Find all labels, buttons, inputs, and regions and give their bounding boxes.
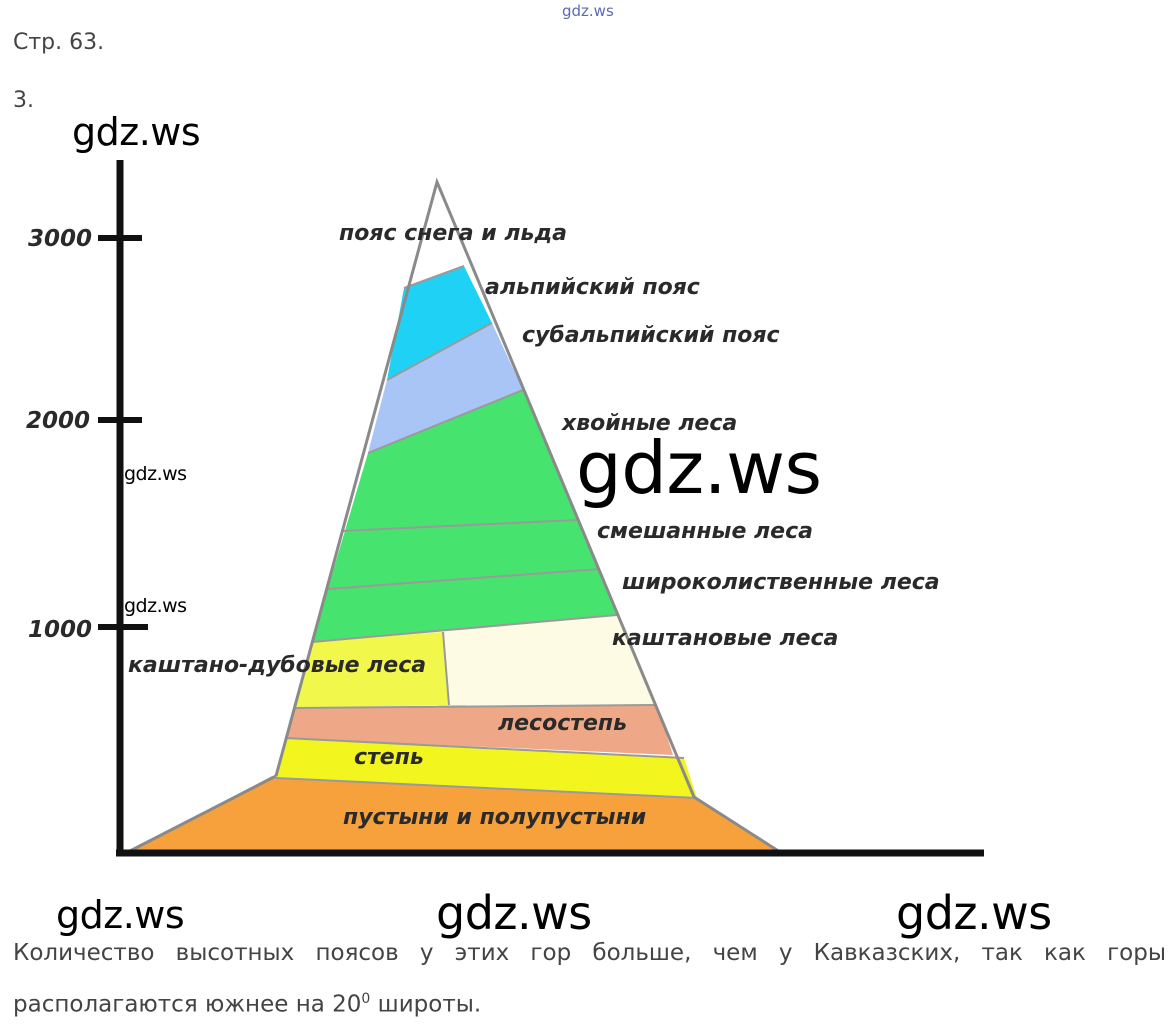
belt-boundaries [275, 265, 698, 799]
answer-text: Количество высотных поясов у этих гор бо… [13, 930, 1166, 1028]
label-chestnut-oak-forests: каштано-дубовые леса [128, 653, 426, 678]
watermark-top: gdz.ws [562, 2, 614, 20]
label-chestnut-forests: каштановые леса [612, 626, 838, 651]
watermark: gdz.ws [436, 886, 592, 940]
belt-alpine [387, 266, 492, 380]
watermark: gdz.ws [124, 463, 187, 485]
y-tick-label-3000: 3000 [28, 226, 92, 252]
watermark: gdz.ws [72, 110, 201, 154]
watermark: gdz.ws [56, 893, 185, 937]
y-tick-label-1000: 1000 [28, 617, 92, 643]
label-forest-steppe: лесостепь [498, 711, 627, 736]
answer-text-main: Количество высотных поясов у этих гор бо… [13, 940, 1166, 1018]
watermark: gdz.ws [576, 426, 822, 510]
label-alpine-belt: альпийский пояс [485, 275, 700, 300]
label-snow-belt: пояс снега и льда [339, 221, 567, 246]
watermark: gdz.ws [896, 886, 1052, 940]
y-tick-label-2000: 2000 [26, 408, 90, 434]
watermark: gdz.ws [124, 595, 187, 617]
belt-forest-steppe [285, 705, 673, 755]
page-label: Стр. 63. [13, 30, 105, 55]
label-desert: пустыни и полупустыни [343, 805, 646, 830]
belt-subalpine [368, 323, 523, 453]
label-broadleaf-forests: широколиственные леса [622, 570, 940, 595]
label-subalpine-belt: субальпийский пояс [522, 323, 780, 348]
label-mixed-forests: смешанные леса [597, 519, 813, 544]
label-conifer-forests: хвойные леса [561, 411, 737, 436]
answer-degree-superscript: 0 [361, 991, 371, 1007]
answer-text-end: широты. [370, 991, 482, 1018]
task-number: 3. [13, 88, 34, 113]
mountain-base-outline [127, 774, 277, 854]
mountain-outline [274, 177, 781, 854]
belt-chestnut [443, 615, 657, 705]
label-steppe: степь [354, 745, 424, 770]
belt-forests [312, 390, 617, 642]
belt-chestnut-oak [295, 632, 449, 708]
